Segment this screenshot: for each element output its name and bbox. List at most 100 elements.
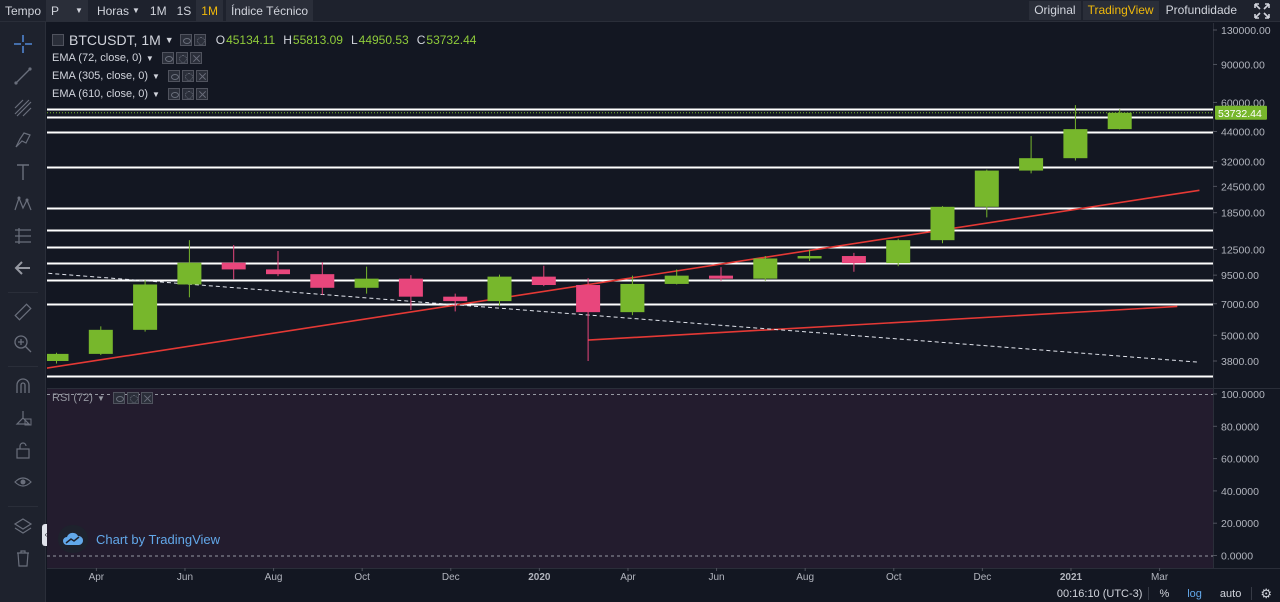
fib-icon[interactable] bbox=[11, 96, 35, 120]
price-tick-label: 12500.00 bbox=[1221, 244, 1265, 256]
chevron-down-icon[interactable]: ▼ bbox=[152, 89, 160, 99]
price-tick-label: 7000.00 bbox=[1221, 299, 1259, 311]
symbol-label[interactable]: BTCUSDT, 1M bbox=[69, 32, 161, 48]
chevron-down-icon[interactable]: ▼ bbox=[96, 393, 105, 403]
chevron-down-icon: ▼ bbox=[75, 5, 83, 15]
auto-scale-button[interactable]: auto bbox=[1219, 587, 1242, 600]
pattern-icon[interactable] bbox=[11, 192, 35, 216]
interval-1M-button[interactable]: 1M bbox=[196, 0, 223, 22]
price-tick-label: 18500.00 bbox=[1221, 208, 1265, 220]
zoom-in-icon[interactable] bbox=[11, 332, 35, 356]
settings-icon[interactable] bbox=[126, 392, 139, 404]
close-icon[interactable] bbox=[140, 392, 153, 404]
rsi-tick-label: 80.0000 bbox=[1221, 421, 1259, 433]
candle-up bbox=[133, 284, 158, 330]
fullscreen-icon[interactable] bbox=[1250, 1, 1274, 21]
candle-down bbox=[841, 256, 866, 264]
eye-icon[interactable] bbox=[11, 470, 35, 494]
visibility-icon[interactable] bbox=[161, 52, 174, 64]
time-tick-label: Oct bbox=[886, 572, 902, 583]
top-toolbar: Tempo P ▼ Horas ▼ 1M 1S 1M Índice Técnic… bbox=[0, 0, 1280, 22]
view-original-button[interactable]: Original bbox=[1029, 1, 1081, 20]
close-icon[interactable] bbox=[195, 88, 208, 100]
view-depth-button[interactable]: Profundidade bbox=[1165, 3, 1237, 17]
brush-icon[interactable] bbox=[11, 128, 35, 152]
collapse-sidebar-handle[interactable]: ‹ bbox=[42, 524, 50, 546]
time-tick-label: Dec bbox=[442, 572, 460, 583]
time-tick-label: Dec bbox=[973, 572, 991, 583]
trend-line-icon[interactable] bbox=[11, 64, 35, 88]
sidebar-divider bbox=[8, 506, 38, 507]
time-tick-label: Mar bbox=[1151, 572, 1169, 583]
lock-drawing-icon[interactable] bbox=[11, 406, 35, 430]
ruler-icon[interactable] bbox=[11, 300, 35, 324]
magnet-icon[interactable] bbox=[11, 374, 35, 398]
price-tick-label: 32000.00 bbox=[1221, 156, 1265, 168]
open-value: 45134.11 bbox=[226, 33, 276, 47]
visibility-icon[interactable] bbox=[112, 392, 125, 404]
measure-icon[interactable] bbox=[11, 224, 35, 248]
candle-up bbox=[753, 258, 778, 279]
close-icon[interactable] bbox=[195, 70, 208, 82]
interval-1m-button[interactable]: 1M bbox=[149, 3, 167, 18]
trash-icon[interactable] bbox=[11, 546, 35, 570]
crosshair-icon[interactable] bbox=[11, 32, 35, 56]
ema-72-legend: EMA (72, close, 0) ▼ bbox=[52, 52, 204, 64]
candle-down bbox=[310, 274, 335, 288]
back-arrow-icon[interactable] bbox=[11, 256, 35, 280]
collapse-legend-icon[interactable] bbox=[52, 34, 64, 46]
divider bbox=[1251, 587, 1253, 600]
price-tick-label: 5000.00 bbox=[1221, 330, 1259, 342]
visibility-icon[interactable] bbox=[167, 70, 180, 82]
settings-icon[interactable] bbox=[193, 34, 206, 46]
close-icon[interactable] bbox=[189, 52, 202, 64]
candle-up bbox=[88, 329, 113, 354]
time-tick-label: 2021 bbox=[1060, 572, 1083, 583]
dashed-trendline bbox=[47, 272, 1200, 363]
ema-72-label[interactable]: EMA (72, close, 0) bbox=[52, 52, 142, 64]
text-icon[interactable] bbox=[11, 160, 35, 184]
ema-305-label[interactable]: EMA (305, close, 0) bbox=[52, 70, 148, 82]
tradingview-watermark[interactable]: Chart by TradingView bbox=[58, 525, 220, 553]
tempo-label: Tempo bbox=[5, 3, 42, 18]
settings-icon[interactable] bbox=[175, 52, 188, 64]
rsi-label[interactable]: RSI (72) bbox=[52, 392, 93, 404]
layers-icon[interactable] bbox=[11, 514, 35, 538]
unlock-icon[interactable] bbox=[11, 438, 35, 462]
candle-up bbox=[487, 276, 512, 302]
gear-icon[interactable]: ⚙ bbox=[1260, 585, 1272, 601]
visibility-icon[interactable] bbox=[167, 88, 180, 100]
time-tick-label: Apr bbox=[89, 572, 105, 583]
ema-610-legend: EMA (610, close, 0) ▼ bbox=[52, 88, 210, 100]
candle-up bbox=[797, 256, 822, 259]
price-tick-label: 3800.00 bbox=[1221, 356, 1259, 368]
candle-up bbox=[177, 262, 202, 285]
chevron-down-icon[interactable]: ▼ bbox=[152, 71, 160, 81]
indicators-button[interactable]: Índice Técnico bbox=[225, 0, 314, 22]
rsi-legend: RSI (72) ▼ bbox=[52, 392, 155, 404]
candle-down bbox=[576, 285, 601, 313]
candle-up bbox=[1063, 129, 1088, 159]
close-key: C bbox=[416, 33, 426, 47]
high-value: 55813.09 bbox=[292, 33, 343, 47]
ema-610-label[interactable]: EMA (610, close, 0) bbox=[52, 88, 148, 100]
interval-1s-button[interactable]: 1S bbox=[176, 3, 192, 18]
settings-icon[interactable] bbox=[181, 70, 194, 82]
view-tradingview-button[interactable]: TradingView bbox=[1082, 1, 1159, 20]
candle-down bbox=[266, 269, 290, 275]
visibility-icon[interactable] bbox=[179, 34, 192, 46]
chevron-down-icon[interactable]: ▼ bbox=[145, 53, 154, 63]
chevron-down-icon[interactable]: ▼ bbox=[164, 35, 174, 45]
sidebar-divider bbox=[8, 292, 38, 293]
percent-scale-button[interactable]: % bbox=[1159, 587, 1170, 600]
log-scale-button[interactable]: log bbox=[1187, 587, 1202, 600]
main-pane-layer bbox=[47, 105, 1213, 378]
chart-style-select[interactable]: P ▼ bbox=[46, 0, 88, 22]
time-unit-select[interactable]: Horas ▼ bbox=[92, 0, 145, 22]
last-price-label: 53732.44 bbox=[1218, 108, 1262, 120]
settings-icon[interactable] bbox=[181, 88, 194, 100]
low-key: L bbox=[350, 33, 358, 47]
ema-305-legend: EMA (305, close, 0) ▼ bbox=[52, 70, 210, 82]
rsi-tick-label: 20.0000 bbox=[1221, 518, 1259, 530]
